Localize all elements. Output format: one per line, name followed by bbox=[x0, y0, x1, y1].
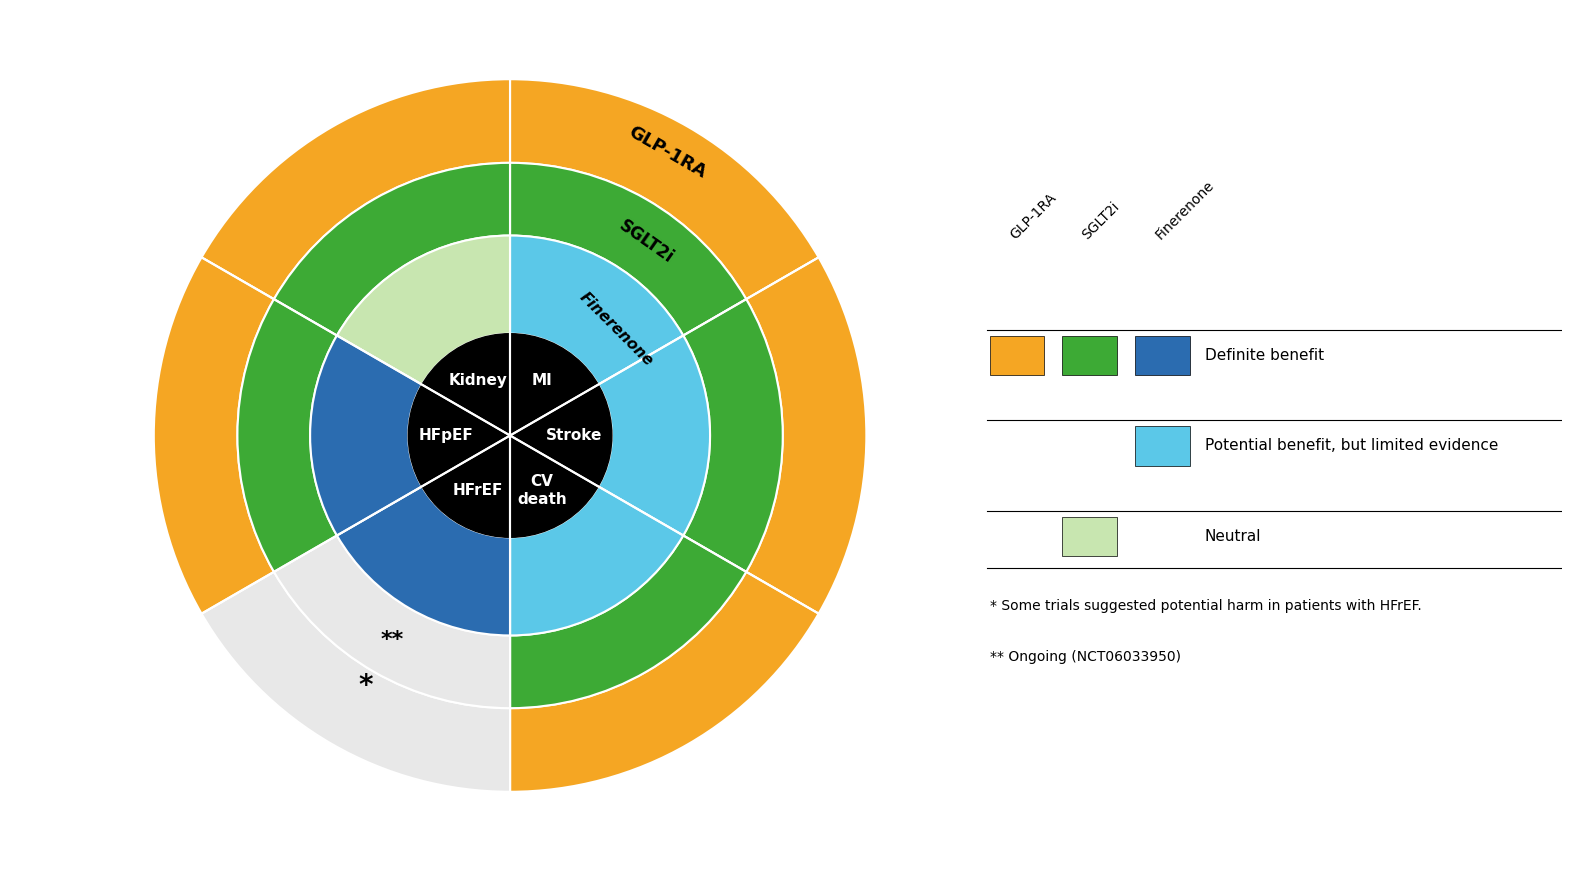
Wedge shape bbox=[336, 235, 510, 385]
Text: SGLT2i: SGLT2i bbox=[1079, 199, 1122, 242]
Wedge shape bbox=[238, 299, 336, 572]
Text: MI: MI bbox=[531, 373, 552, 388]
Wedge shape bbox=[510, 79, 819, 299]
Text: Kidney: Kidney bbox=[450, 373, 508, 388]
Text: * Some trials suggested potential harm in patients with HFrEF.: * Some trials suggested potential harm i… bbox=[990, 599, 1422, 613]
Wedge shape bbox=[336, 486, 510, 636]
Text: Stroke: Stroke bbox=[545, 428, 603, 443]
Wedge shape bbox=[598, 335, 709, 536]
Wedge shape bbox=[510, 536, 746, 708]
Wedge shape bbox=[510, 486, 684, 636]
Text: Finerenone: Finerenone bbox=[1152, 178, 1216, 242]
Text: HFrEF: HFrEF bbox=[453, 483, 504, 498]
Text: ** Ongoing (NCT06033950): ** Ongoing (NCT06033950) bbox=[990, 650, 1181, 664]
FancyBboxPatch shape bbox=[1062, 517, 1117, 557]
Wedge shape bbox=[153, 257, 274, 614]
Wedge shape bbox=[510, 163, 746, 335]
Text: SGLT2i: SGLT2i bbox=[615, 217, 676, 267]
FancyBboxPatch shape bbox=[1062, 335, 1117, 375]
Wedge shape bbox=[201, 79, 510, 299]
Wedge shape bbox=[510, 572, 819, 792]
Wedge shape bbox=[201, 572, 510, 792]
Text: HFpEF: HFpEF bbox=[419, 428, 473, 443]
Text: *: * bbox=[359, 672, 373, 700]
Text: Finerenone: Finerenone bbox=[577, 289, 657, 368]
Text: Definite benefit: Definite benefit bbox=[1205, 348, 1325, 363]
Wedge shape bbox=[510, 235, 684, 385]
FancyBboxPatch shape bbox=[1135, 335, 1189, 375]
Text: Neutral: Neutral bbox=[1205, 529, 1261, 544]
Wedge shape bbox=[684, 299, 783, 572]
Wedge shape bbox=[746, 257, 867, 614]
FancyBboxPatch shape bbox=[990, 335, 1044, 375]
Text: **: ** bbox=[381, 630, 403, 650]
Text: GLP-1RA: GLP-1RA bbox=[1007, 191, 1058, 242]
Text: GLP-1RA: GLP-1RA bbox=[625, 123, 709, 182]
FancyBboxPatch shape bbox=[1135, 426, 1189, 466]
Wedge shape bbox=[311, 335, 422, 536]
Text: CV
death: CV death bbox=[516, 475, 567, 507]
Wedge shape bbox=[274, 163, 510, 335]
Text: Potential benefit, but limited evidence: Potential benefit, but limited evidence bbox=[1205, 438, 1498, 454]
Circle shape bbox=[408, 334, 612, 537]
Wedge shape bbox=[274, 536, 510, 708]
